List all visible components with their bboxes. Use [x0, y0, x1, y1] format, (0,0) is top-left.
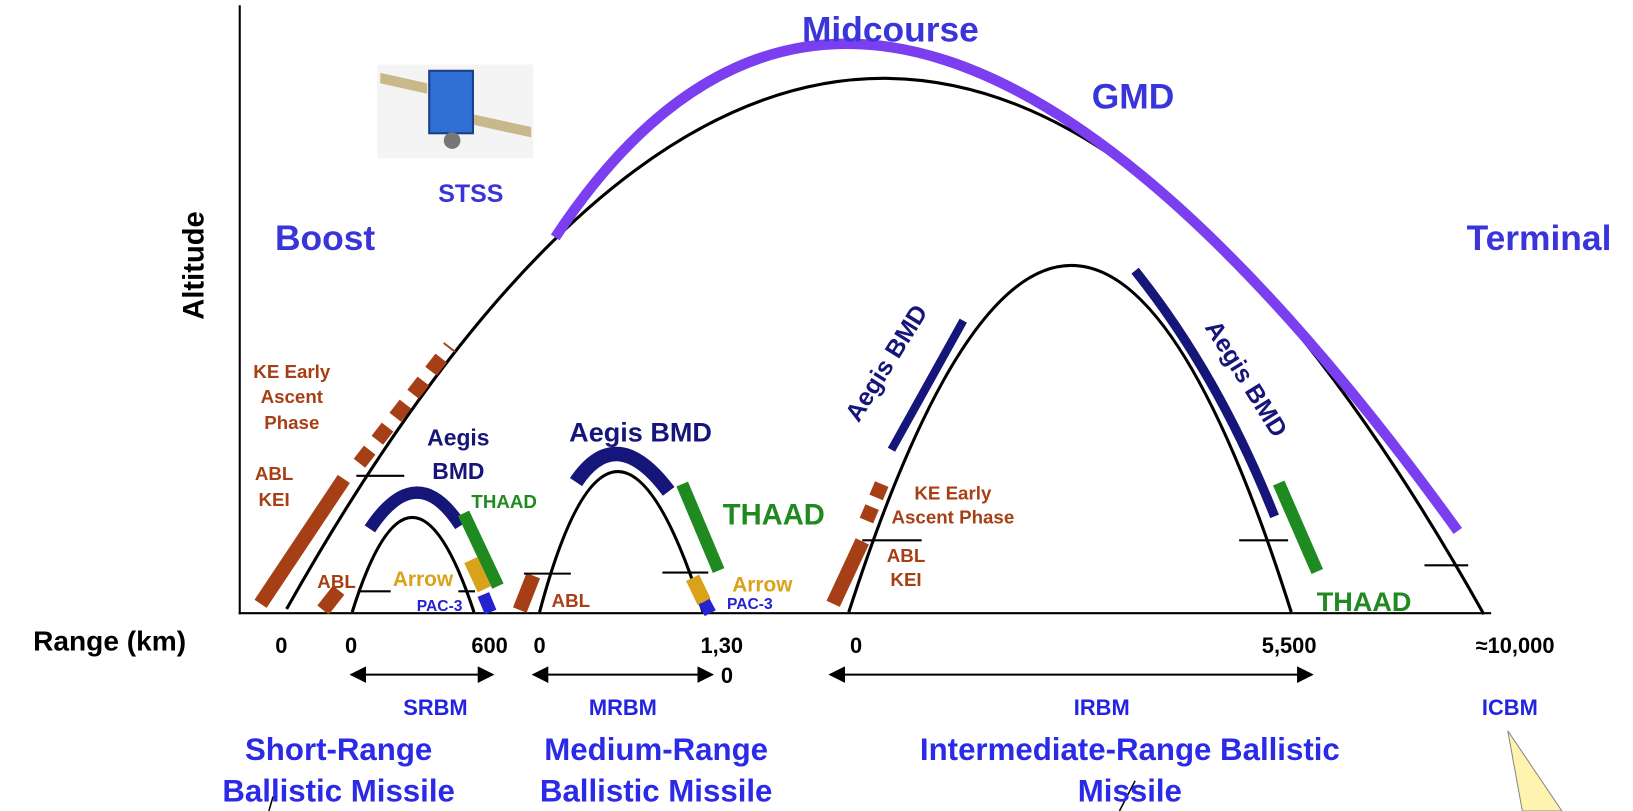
abl-band [323, 590, 339, 610]
system-label: Arrow [393, 568, 454, 591]
class-abbr: SRBM [403, 695, 467, 720]
range-label: 0 [345, 633, 357, 658]
class-abbr: ICBM [1482, 695, 1538, 720]
class-name: Missile [1078, 774, 1182, 809]
system-label: Ascent [261, 386, 323, 407]
class-abbr: IRBM [1074, 695, 1130, 720]
system-label: ABL [552, 590, 590, 611]
phase-label: Midcourse [802, 11, 979, 50]
phase-label: GMD [1092, 77, 1175, 116]
y-axis-label: Altitude [178, 211, 210, 319]
class-name: Medium-Range [544, 732, 768, 767]
satellite-icon [377, 65, 533, 159]
range-label: 0 [275, 633, 287, 658]
system-label: KEI [890, 569, 921, 590]
system-label: THAAD [723, 500, 825, 532]
system-label: ABL [317, 571, 355, 592]
system-label: ABL [887, 545, 925, 566]
system-label: PAC-3 [727, 596, 773, 613]
gmd-band [555, 44, 1458, 531]
class-name: Ballistic Missile [540, 774, 773, 809]
system-label: Ascent Phase [891, 507, 1014, 528]
system-label: Phase [264, 412, 319, 433]
range-label: 0 [533, 633, 545, 658]
range-label: ≈10,000 [1476, 633, 1555, 658]
pac3-band [483, 594, 490, 612]
system-label: Aegis [427, 425, 489, 451]
system-label: THAAD [471, 491, 537, 512]
system-label: KE Early [914, 483, 992, 504]
system-label: ABL [255, 463, 293, 484]
phase-label: Boost [275, 219, 375, 258]
phase-label: STSS [438, 180, 503, 208]
pac3-band [704, 602, 710, 613]
class-name: Short-Range [245, 732, 432, 767]
system-label: KEI [258, 489, 289, 510]
system-label: THAAD [1317, 587, 1412, 617]
system-label: Arrow [732, 573, 793, 596]
abl-kei-band [833, 541, 862, 603]
diagram: Midcourse GMD Boost Terminal STSS Altitu… [0, 0, 1633, 811]
class-name: Intermediate-Range Ballistic [920, 732, 1340, 767]
system-label: KE Early [253, 361, 331, 382]
x-axis-label: Range (km) [33, 626, 186, 657]
system-label: Aegis BMD [569, 417, 712, 447]
thaad-band [682, 484, 718, 570]
system-label: PAC-3 [417, 598, 463, 615]
class-name: Ballistic Missile [222, 774, 455, 809]
aegis-band [370, 493, 461, 529]
class-abbr: MRBM [589, 695, 657, 720]
abl-band [520, 576, 534, 610]
phase-label: Terminal [1467, 219, 1612, 258]
callout [1508, 731, 1562, 811]
range-label: 1,30 [700, 633, 743, 658]
system-label: BMD [432, 458, 484, 484]
range-label: 0 [721, 663, 733, 688]
range-label: 0 [850, 633, 862, 658]
range-label: 600 [471, 633, 507, 658]
thaad-band [1279, 483, 1318, 571]
range-label: 5,500 [1262, 633, 1317, 658]
arrow-band [693, 578, 704, 602]
